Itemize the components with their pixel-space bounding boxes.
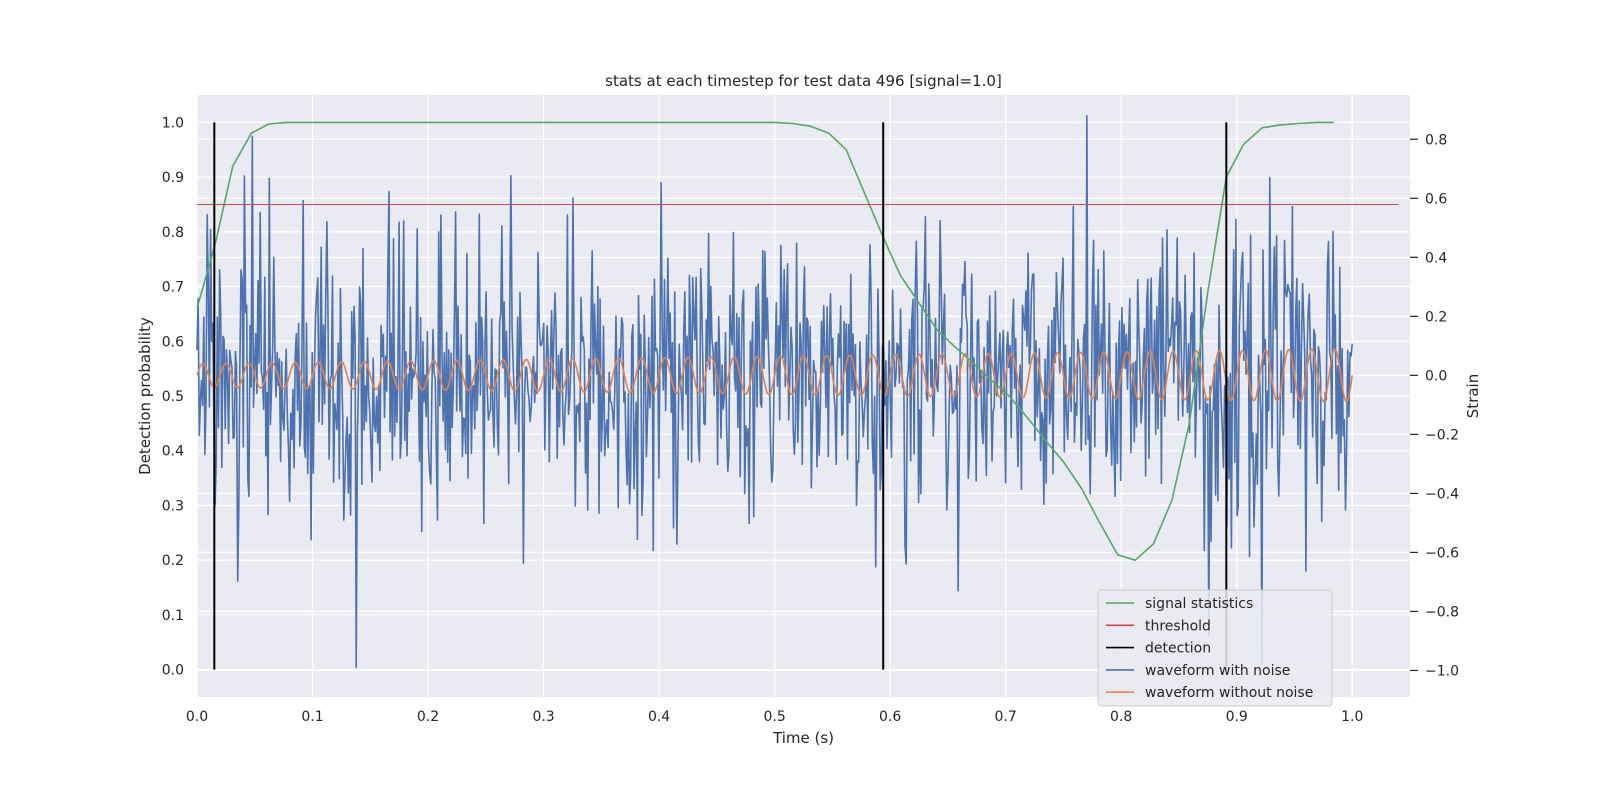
x-tick-label: 0.1 xyxy=(301,709,323,725)
y-axis-right-ticks: −1.0 −0.8 −0.6 −0.4 −0.2 0.0 0.2 0.4 0.6 0.8 xyxy=(1410,132,1459,679)
y-right-tick-label: −0.6 xyxy=(1425,545,1459,561)
y-right-tick-label: −0.8 xyxy=(1425,604,1459,620)
x-tick-label: 0.0 xyxy=(186,709,208,725)
y-right-tick-label: 0.2 xyxy=(1425,309,1447,325)
y-right-tick-label: −0.2 xyxy=(1425,427,1459,443)
legend-entry-waveform-without-noise: waveform without noise xyxy=(1145,685,1313,701)
series-layer xyxy=(196,114,1399,670)
y-tick-label: 0.6 xyxy=(162,334,184,350)
x-tick-label: 0.4 xyxy=(648,709,670,725)
y-tick-label: 1.0 xyxy=(162,115,184,131)
y-tick-label: 0.9 xyxy=(162,170,184,186)
y-tick-label: 0.8 xyxy=(162,225,184,241)
x-tick-label: 0.9 xyxy=(1226,709,1248,725)
legend: signal statistics threshold detection wa… xyxy=(1097,589,1333,707)
x-tick-label: 0.8 xyxy=(1110,709,1132,725)
series-waveform-without-noise xyxy=(196,348,1353,403)
x-tick-label: 0.6 xyxy=(879,709,901,725)
y-axis-label: Detection probability xyxy=(136,317,154,475)
y-tick-label: 0.5 xyxy=(162,389,184,405)
y-tick-label: 0.4 xyxy=(162,444,184,460)
x-tick-label: 0.5 xyxy=(763,709,785,725)
y-tick-label: 0.3 xyxy=(162,498,184,514)
legend-entry-detection: detection xyxy=(1145,641,1211,657)
x-tick-label: 0.2 xyxy=(417,709,439,725)
legend-entry-signal-statistics: signal statistics xyxy=(1145,596,1253,612)
y-tick-label: 0.7 xyxy=(162,280,184,296)
y-tick-label: 0.1 xyxy=(162,608,184,624)
series-signal-statistics xyxy=(196,121,1334,562)
y-axis-right-label: Strain xyxy=(1464,374,1482,418)
x-axis-label: Time (s) xyxy=(772,729,834,747)
chart-title: stats at each timestep for test data 496… xyxy=(605,72,1002,90)
y-right-tick-label: 0.8 xyxy=(1425,132,1447,148)
y-axis-left-ticks: 0.0 0.1 0.2 0.3 0.4 0.5 0.6 0.7 0.8 0.9 1.0 xyxy=(162,115,184,678)
y-right-tick-label: 0.4 xyxy=(1425,250,1447,266)
series-waveform-with-noise xyxy=(196,114,1353,669)
x-axis-ticks: 0.0 0.1 0.2 0.3 0.4 0.5 0.6 0.7 0.8 0.9 1.0 xyxy=(186,709,1364,725)
y-tick-label: 0.2 xyxy=(162,553,184,569)
y-right-tick-label: −0.4 xyxy=(1425,486,1459,502)
legend-entry-waveform-with-noise: waveform with noise xyxy=(1145,663,1290,679)
y-right-tick-label: −1.0 xyxy=(1425,663,1459,679)
detection-lines xyxy=(213,122,1228,670)
y-tick-label: 0.0 xyxy=(162,663,184,679)
legend-entry-threshold: threshold xyxy=(1145,618,1211,634)
y-right-tick-label: 0.6 xyxy=(1425,191,1447,207)
legend-box xyxy=(1097,589,1333,707)
x-tick-label: 1.0 xyxy=(1341,709,1363,725)
y-right-tick-label: 0.0 xyxy=(1425,368,1447,384)
x-tick-label: 0.7 xyxy=(995,709,1017,725)
x-tick-label: 0.3 xyxy=(532,709,554,725)
